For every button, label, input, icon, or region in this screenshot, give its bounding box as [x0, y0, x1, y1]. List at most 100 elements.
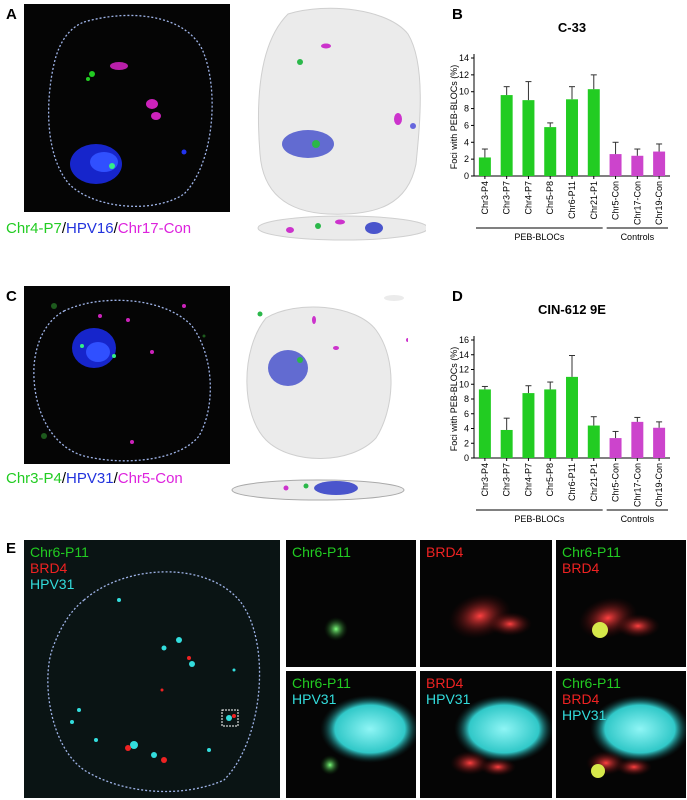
chart-b-xtick-label-4: Chr6-P11 — [567, 181, 577, 219]
chart-d-bar-2 — [522, 393, 535, 458]
chart-b-xtick-label-0: Chr3-P4 — [480, 181, 490, 215]
caption-a-probe: Chr4-P7 — [6, 220, 62, 237]
render-3d-a — [257, 7, 426, 241]
caption-a-sep-2: / — [113, 220, 118, 237]
main-label-hpv31: HPV31 — [30, 576, 75, 592]
chart-d-xtick-label-0: Chr3-P4 — [480, 463, 490, 497]
chart-b-bar-8 — [653, 151, 666, 176]
zoom-tile-merge: Chr6-P11 BRD4 HPV31 — [556, 671, 686, 798]
panel-label-e: E — [6, 540, 17, 557]
chart-b-ytick-label-0: 0 — [464, 171, 469, 181]
chart-d-bar-3 — [544, 389, 557, 458]
chart-d-xtick-label-6: Chr5-Con — [611, 463, 621, 502]
tile-5-label-brd4: BRD4 — [426, 675, 464, 691]
chart-d-title: CIN-612 9E — [538, 302, 606, 317]
caption-a-control: Chr17-Con — [117, 220, 192, 237]
panel-label-a: A — [6, 6, 17, 23]
caption-a-sep-1: / — [61, 220, 67, 237]
tile-4-label-chr6: Chr6-P11 — [292, 675, 351, 691]
nucleus-image-e — [47, 571, 261, 793]
chart-b-bar-4 — [566, 99, 578, 176]
caption-c-sep-2: / — [113, 470, 118, 487]
chart-b-bar-7 — [631, 155, 644, 176]
chart-d-ytick-label-3: 6 — [464, 409, 469, 419]
bar-chart-b: C-33 Foci with PEB-BLOCs (%) 0 2 4 6 8 10 12 14 Ch… — [449, 20, 670, 242]
panel-label-b: B — [452, 6, 463, 23]
chart-b-ylabel: Foci with PEB-BLOCs (%) — [449, 65, 459, 170]
chart-b-bar-1 — [500, 95, 513, 176]
chart-b-xtick-label-8: Chr19-Con — [654, 181, 664, 225]
caption-c-sep-1: / — [61, 470, 67, 487]
zoom-tile-chr6-brd4: Chr6-P11 BRD4 — [556, 540, 686, 667]
bar-chart-d: CIN-612 9E Foci with PEB-BLOCs (%) 0 2 4 6 8 10… — [449, 302, 670, 524]
nucleus-image-a — [47, 14, 213, 207]
tile-3-label-chr6: Chr6-P11 — [562, 544, 621, 560]
chart-b-xtick-label-6: Chr5-Con — [611, 181, 621, 220]
chart-d-ytick-label-6: 12 — [459, 365, 469, 375]
chart-b-bar-5 — [587, 89, 600, 176]
tile-4-label-hpv31: HPV31 — [292, 691, 337, 707]
chart-b-xtick-label-5: Chr21-P1 — [589, 181, 599, 220]
tile-5-label-hpv31: HPV31 — [426, 691, 471, 707]
tile-3-label-brd4: BRD4 — [562, 560, 600, 576]
zoom-image-6 — [586, 695, 686, 778]
chart-b-xtick-label-1: Chr3-P7 — [502, 181, 512, 215]
chart-d-ylabel: Foci with PEB-BLOCs (%) — [449, 347, 459, 452]
zoom-image-3 — [578, 597, 660, 639]
tile-1-label-chr6: Chr6-P11 — [292, 544, 351, 560]
chart-d-xtick-label-3: Chr5-P8 — [545, 463, 555, 497]
caption-c-probe: Chr3-P4 — [6, 470, 62, 487]
chart-b-ytick-label-1: 2 — [464, 154, 469, 164]
chart-b-bar-3 — [544, 127, 557, 176]
chart-d-ytick-label-1: 2 — [464, 438, 469, 448]
chart-b-xtick-label-3: Chr5-P8 — [545, 181, 555, 215]
chart-b-group-label-0: PEB-BLOCs — [514, 232, 565, 242]
caption-c-virus: HPV31 — [66, 470, 114, 487]
chart-d-xtick-label-4: Chr6-P11 — [567, 463, 577, 501]
caption-a-virus: HPV16 — [66, 220, 114, 237]
chart-b-ytick-label-4: 8 — [464, 104, 469, 114]
zoom-image-5 — [450, 695, 552, 776]
chart-b-bar-0 — [478, 157, 491, 176]
chart-b-bar-6 — [609, 154, 622, 176]
chart-d-bar-8 — [653, 427, 666, 458]
chart-b-xtick-label-7: Chr17-Con — [632, 181, 642, 225]
chart-d-bar-6 — [609, 438, 622, 458]
chart-d-xtick-label-5: Chr21-P1 — [589, 463, 599, 502]
render-3d-c — [231, 295, 408, 501]
panel-label-d: D — [452, 288, 463, 305]
chart-d-group-label-1: Controls — [621, 514, 655, 524]
tile-6-label-brd4: BRD4 — [562, 691, 600, 707]
chart-d-bar-5 — [587, 425, 600, 458]
caption-c-control: Chr5-Con — [117, 470, 183, 487]
main-label-brd4: BRD4 — [30, 560, 68, 576]
nucleus-image-c — [33, 299, 211, 462]
chart-b-group-label-1: Controls — [621, 232, 655, 242]
zoom-image-2 — [448, 593, 532, 639]
chart-b-ytick-label-3: 6 — [464, 120, 469, 130]
zoom-tile-chr6: Chr6-P11 — [286, 540, 416, 667]
chart-b-title: C-33 — [558, 20, 586, 35]
micrograph-a — [24, 4, 230, 212]
main-label-chr6: Chr6-P11 — [30, 544, 89, 560]
caption-a: Chr4-P7/HPV16/Chr17-Con — [6, 220, 191, 237]
tile-6-label-hpv31: HPV31 — [562, 707, 607, 723]
zoom-tile-chr6-hpv31: Chr6-P11 HPV31 — [286, 671, 416, 798]
chart-b-bar-2 — [522, 100, 535, 176]
chart-d-ytick-label-8: 16 — [459, 335, 469, 345]
chart-d-xtick-label-2: Chr4-P7 — [523, 463, 533, 497]
chart-b-ytick-label-2: 4 — [464, 137, 469, 147]
chart-d-bar-1 — [500, 429, 513, 458]
zoom-tile-brd4-hpv31: BRD4 HPV31 — [420, 671, 552, 798]
chart-d-bar-0 — [478, 389, 491, 458]
micrograph-c — [24, 286, 230, 464]
chart-b-ytick-label-6: 12 — [459, 70, 469, 80]
micrograph-e: Chr6-P11 BRD4 HPV31 — [24, 540, 280, 798]
zoom-tile-brd4: BRD4 — [420, 540, 552, 667]
chart-d-bar-7 — [631, 421, 644, 458]
chart-b-xtick-label-2: Chr4-P7 — [523, 181, 533, 215]
chart-d-group-label-0: PEB-BLOCs — [514, 514, 565, 524]
zoom-image-1 — [324, 617, 348, 641]
chart-d-xtick-label-8: Chr19-Con — [654, 463, 664, 507]
zoom-image-4 — [320, 695, 416, 775]
